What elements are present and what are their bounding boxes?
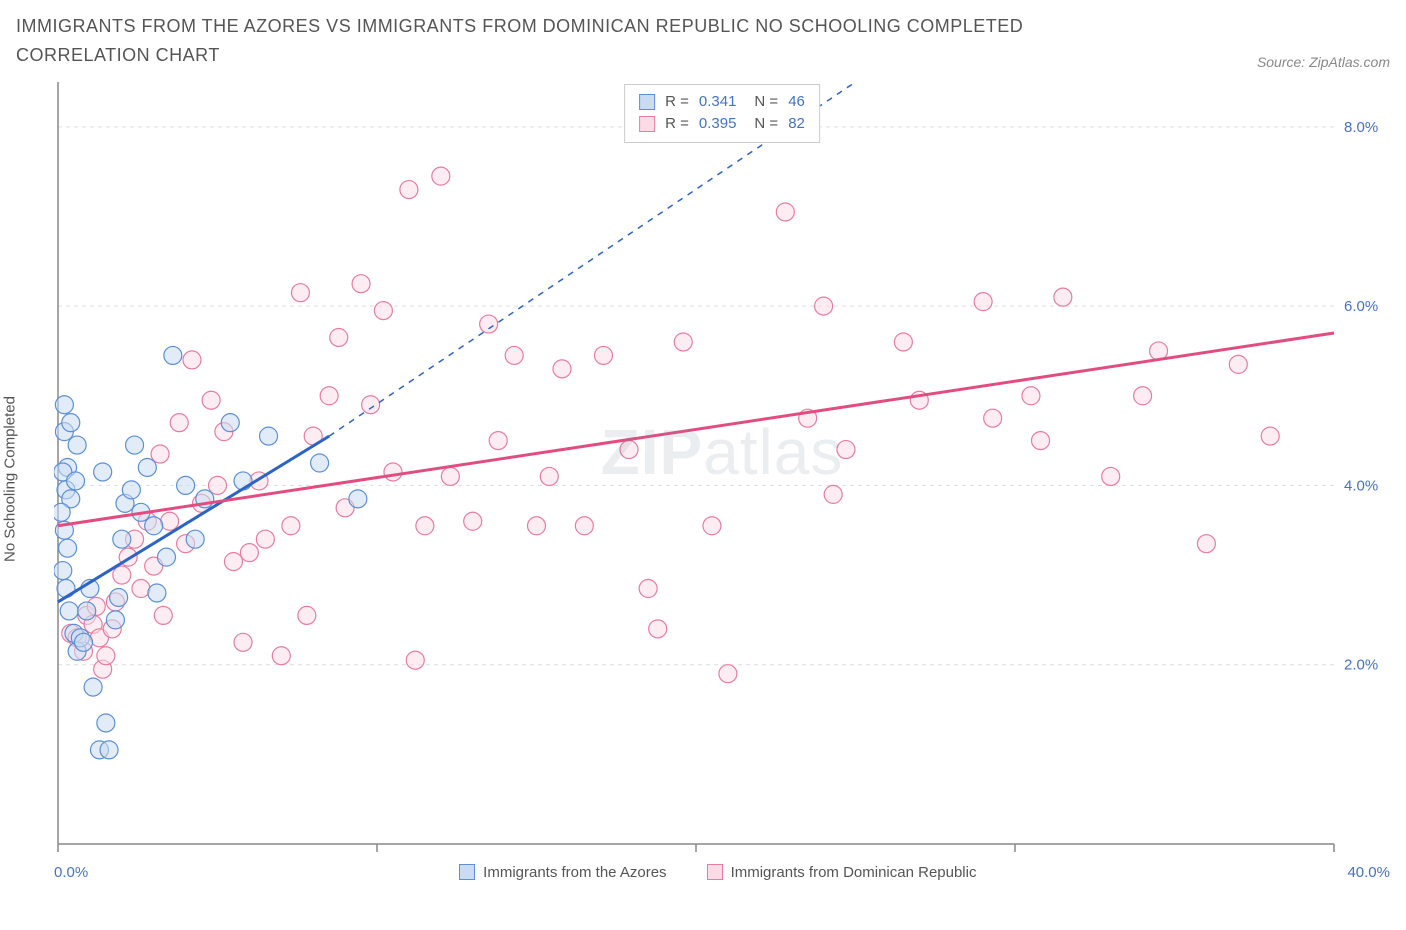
stats-legend: R = 0.341 N = 46 R = 0.395 N = 82 bbox=[624, 84, 820, 143]
legend-swatch-dominican bbox=[639, 116, 655, 132]
y-axis-label: No Schooling Completed bbox=[2, 396, 19, 562]
source-credit: Source: ZipAtlas.com bbox=[1257, 54, 1390, 70]
plot-area: 2.0%4.0%6.0%8.0% ZIPatlas R = 0.341 N = … bbox=[54, 78, 1390, 858]
legend-item-dominican: Immigrants from Dominican Republic bbox=[707, 864, 977, 881]
x-axis-max-label: 40.0% bbox=[1347, 864, 1390, 881]
scatter-chart-svg: 2.0% 4.0% 6.0% 8.0% bbox=[54, 78, 1394, 858]
legend-swatch-icon bbox=[459, 864, 475, 880]
x-axis-min-label: 0.0% bbox=[54, 864, 88, 881]
chart-title: IMMIGRANTS FROM THE AZORES VS IMMIGRANTS… bbox=[16, 12, 1116, 70]
svg-text:8.0%: 8.0% bbox=[1344, 118, 1378, 135]
svg-text:2.0%: 2.0% bbox=[1344, 656, 1378, 673]
legend-swatch-azores bbox=[639, 94, 655, 110]
svg-text:4.0%: 4.0% bbox=[1344, 477, 1378, 494]
legend-swatch-icon bbox=[707, 864, 723, 880]
legend-item-azores: Immigrants from the Azores bbox=[459, 864, 666, 881]
svg-text:6.0%: 6.0% bbox=[1344, 298, 1378, 315]
bottom-legend: 0.0% Immigrants from the Azores Immigran… bbox=[54, 864, 1390, 881]
